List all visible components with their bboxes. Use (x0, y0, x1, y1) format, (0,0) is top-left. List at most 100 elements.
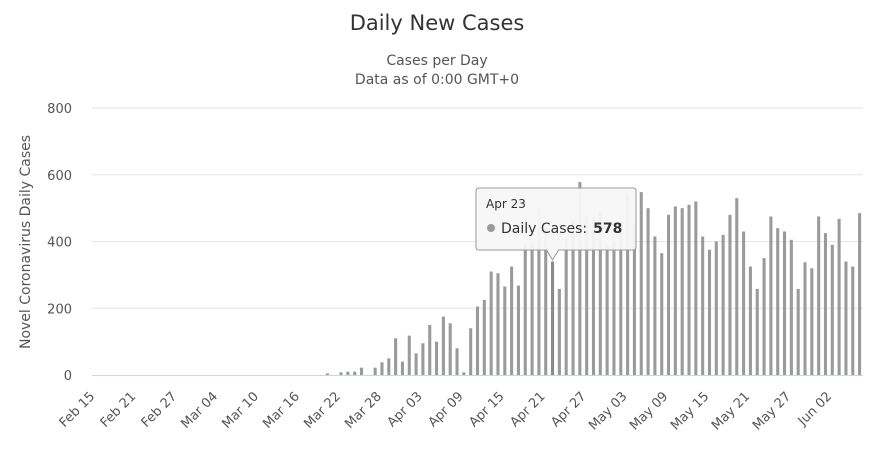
bar[interactable] (714, 241, 718, 376)
bar[interactable] (325, 373, 329, 375)
bar[interactable] (667, 214, 671, 375)
bar[interactable] (728, 214, 732, 375)
tooltip-date: Apr 23 (486, 197, 526, 211)
bar[interactable] (598, 211, 602, 375)
bar[interactable] (564, 237, 568, 376)
bar[interactable] (803, 262, 807, 375)
bar[interactable] (551, 261, 555, 375)
bar[interactable] (523, 244, 527, 375)
bar[interactable] (503, 286, 507, 375)
bar[interactable] (789, 239, 793, 375)
bar[interactable] (605, 244, 609, 375)
bar[interactable] (858, 213, 862, 375)
bar[interactable] (578, 182, 582, 375)
bar[interactable] (626, 194, 630, 375)
bar[interactable] (776, 228, 780, 375)
bar[interactable] (516, 285, 520, 375)
bar[interactable] (762, 258, 766, 375)
bar[interactable] (394, 338, 398, 375)
bar[interactable] (823, 233, 828, 375)
bar[interactable] (537, 208, 541, 375)
bar[interactable] (646, 208, 650, 376)
bar[interactable] (373, 367, 377, 375)
bar[interactable] (448, 323, 452, 375)
bar[interactable] (735, 198, 739, 375)
bar[interactable] (639, 192, 643, 375)
x-tick-label: May 15 (668, 389, 712, 433)
x-tick-label: May 09 (627, 389, 671, 433)
bar[interactable] (612, 241, 616, 376)
bar[interactable] (571, 219, 575, 375)
bar[interactable] (359, 367, 364, 375)
bar[interactable] (462, 372, 466, 375)
bar[interactable] (353, 371, 357, 375)
bar[interactable] (653, 236, 657, 375)
bar[interactable] (830, 244, 834, 375)
bar[interactable] (346, 371, 350, 375)
bar[interactable] (701, 236, 705, 375)
bar[interactable] (414, 353, 418, 375)
bar[interactable] (482, 299, 486, 375)
bar[interactable] (844, 261, 848, 375)
y-axis-title: Novel Coronavirus Daily Cases (18, 135, 34, 349)
bar[interactable] (455, 348, 459, 375)
bar[interactable] (632, 223, 636, 375)
bar[interactable] (421, 343, 425, 375)
bar[interactable] (837, 218, 841, 375)
bar[interactable] (544, 228, 548, 375)
x-tick-label: Apr 21 (507, 389, 548, 430)
bar[interactable] (755, 288, 759, 375)
bar[interactable] (680, 208, 684, 376)
bar[interactable] (387, 358, 391, 375)
tooltip: Apr 23 Daily Cases: 578 (475, 187, 637, 261)
tooltip-box (475, 187, 637, 261)
bar[interactable] (619, 223, 623, 375)
bar[interactable] (435, 341, 439, 376)
x-tick-label: Mar 28 (342, 389, 385, 432)
bar[interactable] (769, 216, 773, 375)
bar[interactable] (475, 306, 480, 375)
x-tick-label: Feb 27 (139, 389, 181, 431)
bar[interactable] (721, 234, 725, 375)
bar[interactable] (510, 266, 514, 375)
bar[interactable] (694, 201, 698, 375)
bar[interactable] (591, 216, 596, 375)
bar[interactable] (557, 288, 561, 375)
bar[interactable] (400, 361, 404, 375)
bar[interactable] (742, 231, 746, 375)
bar[interactable] (783, 231, 787, 375)
bar[interactable] (469, 328, 473, 375)
bar[interactable] (687, 204, 691, 375)
x-tick-label: May 21 (709, 389, 753, 433)
tooltip-series-marker-icon (487, 224, 495, 232)
bar[interactable] (851, 266, 855, 375)
bar[interactable] (428, 324, 432, 375)
bar[interactable] (530, 242, 534, 375)
bar[interactable] (380, 362, 384, 375)
tooltip-value: 578 (593, 221, 622, 237)
bar[interactable] (585, 216, 589, 375)
x-tick-label: Apr 03 (385, 389, 426, 430)
y-tick-label: 200 (47, 302, 72, 317)
bar[interactable] (707, 249, 712, 375)
x-tick-label: May 03 (586, 389, 630, 433)
x-tick-label: May 27 (750, 389, 794, 433)
y-tick-label: 600 (47, 169, 72, 184)
bar[interactable] (810, 268, 814, 375)
bar[interactable] (817, 216, 821, 375)
bar[interactable] (660, 253, 664, 375)
bar[interactable] (748, 266, 752, 375)
bar[interactable] (796, 288, 800, 375)
bar[interactable] (673, 206, 677, 375)
bar[interactable] (441, 316, 445, 375)
x-tick-label: Mar 10 (219, 389, 262, 432)
bar[interactable] (489, 271, 493, 375)
x-tick-label: Feb 15 (57, 389, 99, 431)
bar[interactable] (496, 273, 500, 375)
x-tick-label: Mar 04 (178, 389, 221, 432)
bar[interactable] (339, 372, 343, 375)
bar[interactable] (407, 335, 411, 375)
y-tick-label: 0 (64, 369, 72, 384)
